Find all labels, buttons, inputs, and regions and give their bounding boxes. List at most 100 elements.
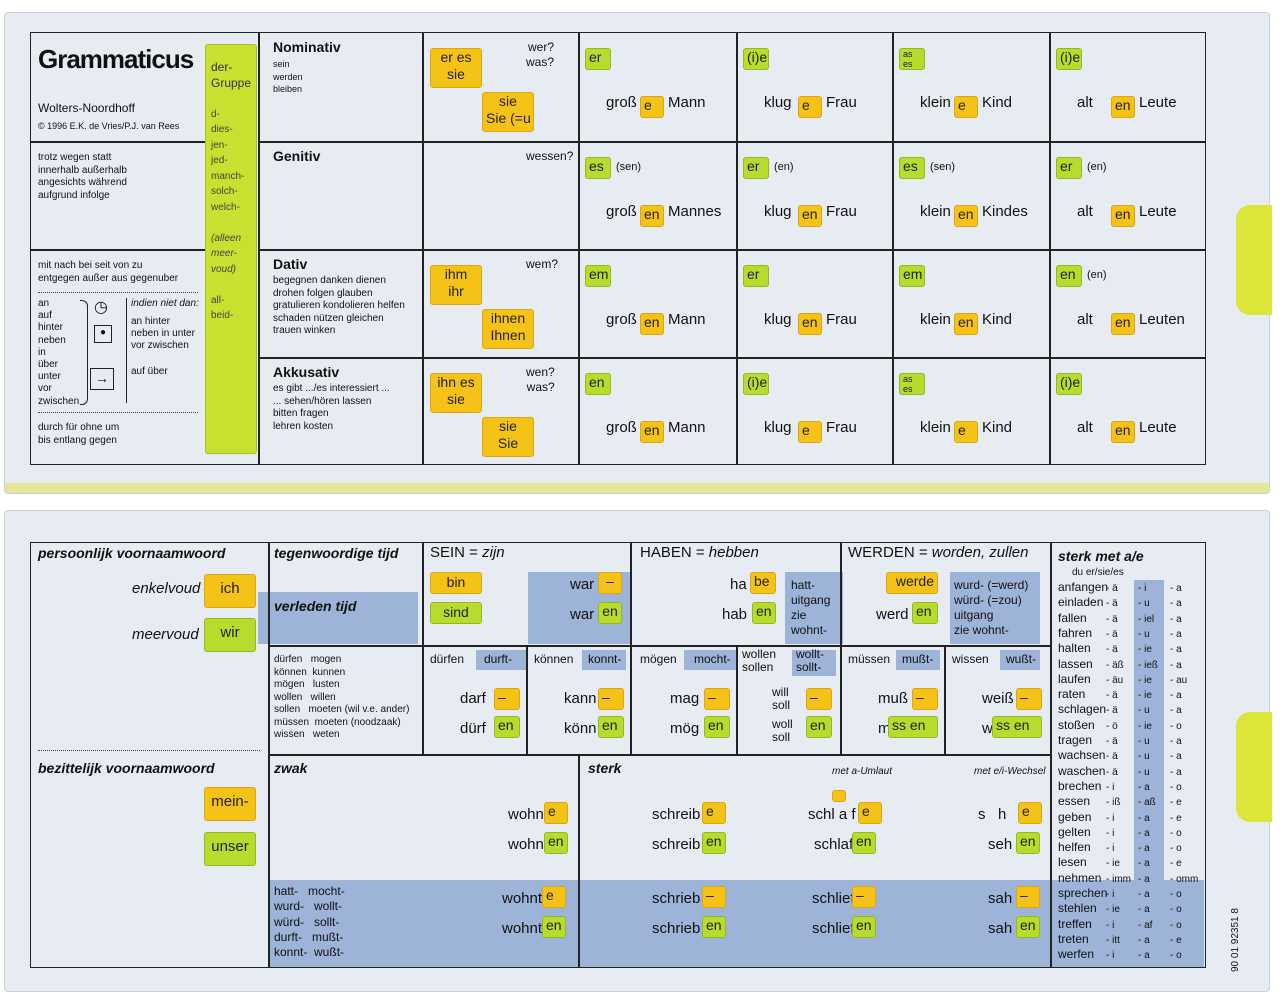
werd: werd bbox=[876, 606, 909, 623]
noun: Frau bbox=[826, 94, 857, 111]
noun: Frau bbox=[826, 203, 857, 220]
noun: Frau bbox=[826, 419, 857, 436]
verb-ending: e bbox=[542, 886, 566, 908]
der-gruppe-item: beid- bbox=[211, 310, 234, 321]
sterk-part: - e bbox=[1170, 797, 1182, 809]
verb-ending: en bbox=[542, 916, 566, 938]
top-table bbox=[30, 32, 1206, 465]
der-gruppe-list: der- Gruppe d-dies-jen-jed-manch-solch-wel… bbox=[211, 60, 257, 324]
bottom-slider-tab[interactable] bbox=[1236, 712, 1272, 822]
prep-line: über bbox=[38, 359, 59, 371]
enkelvoud-label: enkelvoud bbox=[132, 580, 201, 597]
adj: alt bbox=[1077, 203, 1093, 220]
sterk-du: - ä bbox=[1106, 690, 1118, 702]
der-gruppe-item: welch- bbox=[211, 201, 240, 213]
sterk-part: - e bbox=[1170, 934, 1182, 946]
case-question: wer? was? bbox=[526, 40, 555, 69]
pronoun-box-1: ihn es sie bbox=[430, 373, 482, 413]
ending-tag: as es bbox=[899, 48, 925, 70]
sterk-du: - i bbox=[1106, 843, 1115, 855]
pronoun-box-1: ihm ihr bbox=[430, 265, 482, 305]
hab-ending: en bbox=[752, 602, 776, 624]
verb-stem: schl a f bbox=[808, 806, 856, 823]
adj-ending: e bbox=[954, 421, 978, 443]
sterk-du: - äß bbox=[1106, 659, 1124, 671]
sterk-past: - ie bbox=[1138, 720, 1152, 732]
der-gruppe-item: (alleen bbox=[211, 232, 242, 244]
noun: Leute bbox=[1139, 94, 1177, 111]
ending-tag: es bbox=[899, 157, 925, 179]
wech-r3: vor zwischen bbox=[131, 340, 189, 351]
adj: groß bbox=[606, 94, 637, 111]
ending-note: (en) bbox=[1087, 161, 1107, 173]
sterk-past: - ie bbox=[1138, 674, 1152, 686]
verb-stem: schreib bbox=[652, 836, 701, 853]
sterk-past: - u bbox=[1138, 628, 1150, 640]
sterk-title: sterk bbox=[588, 760, 622, 776]
case-verb: bitten fragen bbox=[273, 408, 329, 419]
case-verb: sein bbox=[273, 59, 290, 69]
sterk-past: - a bbox=[1138, 827, 1150, 839]
sterk-du: - i bbox=[1106, 812, 1115, 824]
case-question: wen? was? bbox=[526, 365, 555, 394]
sterk-du: - äu bbox=[1106, 674, 1124, 686]
modal-ending-2: ss en bbox=[888, 716, 938, 738]
sterk-verb: waschen bbox=[1058, 763, 1106, 778]
umlaut-marker bbox=[832, 790, 846, 802]
case-name: Akkusativ bbox=[273, 364, 340, 380]
verb-stem: schlaf bbox=[814, 836, 854, 853]
werden-title: WERDEN = worden, zullen bbox=[848, 544, 1029, 561]
ending-tag: (i)e bbox=[743, 373, 769, 395]
prep-dat: mit nach bei seit von zu entgegen außer a… bbox=[38, 260, 178, 285]
werd-ending: en bbox=[912, 602, 938, 624]
clock-icon: ◷ bbox=[94, 299, 108, 316]
sterk-du: - i bbox=[1106, 827, 1115, 839]
bv-title: bezittelijk voornaamwoord bbox=[38, 760, 215, 776]
case-verb: bleiben bbox=[273, 84, 303, 94]
sterk-verb: brechen bbox=[1058, 778, 1102, 793]
modal-present-2: woll soll bbox=[772, 717, 793, 744]
verb-ending: e bbox=[544, 802, 568, 824]
verb-stem: schlief bbox=[812, 890, 855, 907]
sterk-verb: stoßen bbox=[1058, 717, 1095, 732]
noun: Mann bbox=[668, 311, 706, 328]
sterk-du: - ie bbox=[1106, 904, 1120, 916]
sterk-part: - o bbox=[1170, 827, 1182, 839]
der-gruppe-item: meer- bbox=[211, 248, 237, 259]
verb-stem: schrieb bbox=[652, 890, 701, 907]
verb-stem: wohn bbox=[508, 806, 544, 823]
noun: Kind bbox=[982, 419, 1013, 436]
sterk-past: - u bbox=[1138, 598, 1150, 610]
verb-stem: s h bbox=[978, 806, 1007, 823]
modal-present-2: könn bbox=[564, 720, 597, 737]
case-verb: werden bbox=[273, 71, 303, 82]
sterk-verb: treffen bbox=[1058, 916, 1092, 931]
adj-ending: en bbox=[1111, 96, 1135, 118]
verb-ending: en bbox=[1016, 832, 1040, 854]
adj-ending: e bbox=[640, 96, 664, 118]
sterk-ae-title: sterk met a/e bbox=[1058, 548, 1144, 564]
verb-ending: en bbox=[544, 832, 568, 854]
top-slider-tab[interactable] bbox=[1236, 205, 1272, 315]
sein-title: SEIN = zijn bbox=[430, 544, 505, 561]
sterk-verb: werfen bbox=[1058, 947, 1095, 962]
adj-ending: en bbox=[954, 205, 978, 227]
modal-past: wußt- bbox=[1006, 652, 1036, 666]
past-modals: hatt- mocht- wurd- wollt- würd- sollt- d… bbox=[274, 884, 345, 960]
adj: klein bbox=[920, 311, 951, 328]
sterk-du: - ä bbox=[1106, 583, 1118, 594]
sterk-du: - i bbox=[1106, 889, 1115, 900]
sterk-du: - ä bbox=[1106, 766, 1118, 778]
adj-ending: en bbox=[640, 421, 664, 443]
sterk-du: - ä bbox=[1106, 736, 1118, 747]
sterk-verb: geben bbox=[1058, 809, 1092, 824]
modal-present-1: will soll bbox=[772, 685, 791, 712]
adj: groß bbox=[606, 311, 637, 328]
sterk-verb: fahren bbox=[1058, 625, 1093, 640]
sterk-verb: einladen bbox=[1058, 595, 1104, 610]
sterk-part: - a bbox=[1170, 628, 1182, 640]
sterk-du: - ä bbox=[1106, 751, 1118, 763]
modal-past: mußt- bbox=[902, 652, 934, 666]
der-gruppe-item: Gruppe bbox=[211, 75, 252, 90]
adj: klug bbox=[764, 94, 792, 111]
